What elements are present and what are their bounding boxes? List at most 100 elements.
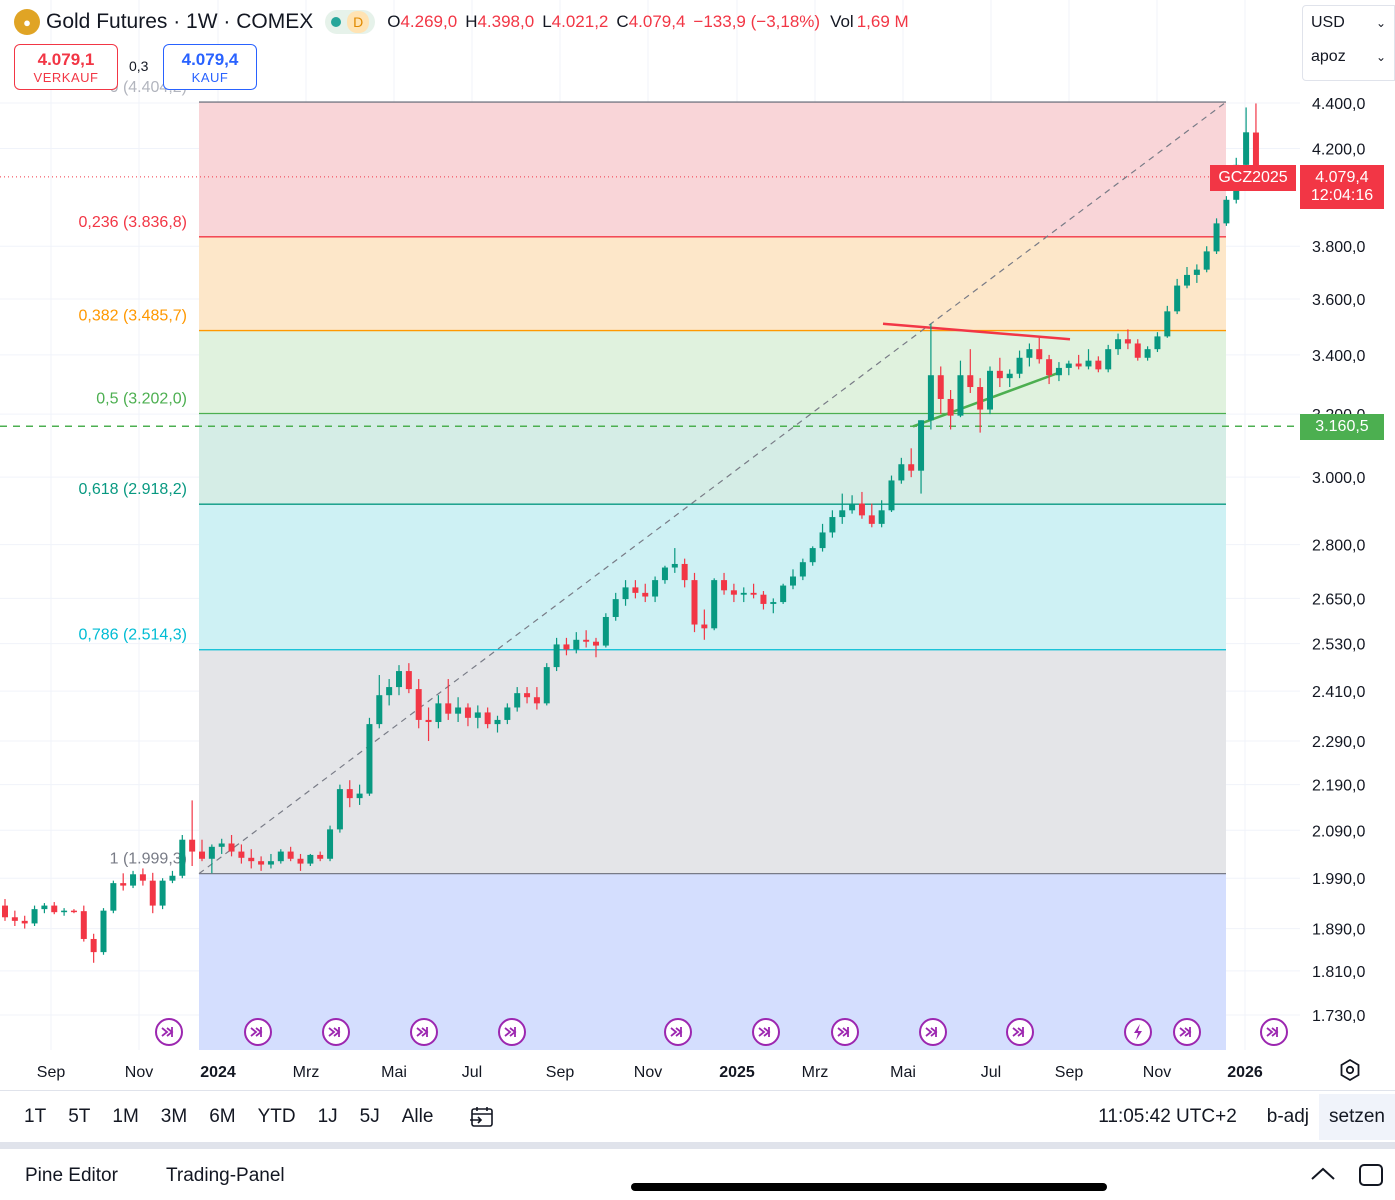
candle-body: [258, 861, 265, 865]
timeframe-3m[interactable]: 3M: [160, 1105, 188, 1127]
candle-body: [159, 880, 166, 906]
candle-body: [415, 689, 422, 720]
adjustment-toggle[interactable]: b-adj: [1266, 1106, 1310, 1127]
candle-body: [947, 398, 954, 416]
candle: [681, 558, 688, 588]
candle: [809, 546, 816, 566]
candle: [691, 572, 698, 633]
candle-body: [1115, 339, 1122, 350]
candle: [652, 576, 659, 603]
candle: [267, 853, 274, 869]
sell-button[interactable]: 4.079,1 VERKAUF: [14, 44, 118, 90]
candle-body: [809, 548, 816, 563]
timeframe-5t[interactable]: 5T: [68, 1105, 91, 1127]
rollover-icon[interactable]: [498, 1018, 526, 1046]
rollover-icon[interactable]: [752, 1018, 780, 1046]
symbol-tag: GCZ2025: [1210, 165, 1296, 191]
timeframe-1j[interactable]: 1J: [317, 1105, 338, 1127]
fib-zone: [199, 873, 1226, 1050]
sell-label: VERKAUF: [33, 69, 99, 85]
candle-body: [267, 861, 274, 865]
price-tick-label: 2.290,0: [1312, 734, 1365, 751]
symbol-title[interactable]: Gold Futures · 1W · COMEX: [46, 10, 314, 33]
candle: [770, 598, 777, 614]
candle: [405, 663, 412, 694]
candle: [41, 903, 48, 914]
candle-body: [799, 562, 806, 577]
candle-body: [1203, 251, 1210, 270]
fib-retracement-drawing[interactable]: 0 (4.404,2)0,236 (3.836,8)0,382 (3.485,7…: [78, 79, 1226, 1050]
candle-body: [21, 920, 28, 924]
currency-label: USD: [1311, 14, 1345, 31]
ohlc-legend: O 4.269,0 H 4.398,0 L 4.021,2 C 4.079,4 −133…: [387, 12, 908, 32]
calendar-goto-icon[interactable]: [469, 1105, 495, 1129]
candle-body: [888, 480, 895, 511]
scale-mode-select[interactable]: apoz ⌄: [1303, 40, 1394, 74]
candle: [445, 679, 452, 720]
symbol-header[interactable]: ● Gold Futures · 1W · COMEX D O 4.269,0 H…: [0, 0, 909, 44]
rollover-icon[interactable]: [1173, 1018, 1201, 1046]
candle-body: [612, 599, 619, 617]
rollover-icon[interactable]: [155, 1018, 183, 1046]
candle-body: [957, 375, 964, 416]
event-icon-ring: [498, 1018, 526, 1046]
timeframe-5j[interactable]: 5J: [359, 1105, 380, 1127]
candle: [1184, 267, 1190, 289]
timeframe-alle[interactable]: Alle: [401, 1105, 434, 1127]
flash-icon[interactable]: [1124, 1018, 1152, 1046]
market-status[interactable]: D: [325, 10, 376, 34]
chart-canvas[interactable]: 0 (4.404,2)0,236 (3.836,8)0,382 (3.485,7…: [0, 0, 1395, 1090]
tab-pine-editor[interactable]: Pine Editor: [25, 1165, 118, 1186]
gear-icon[interactable]: [1338, 1058, 1362, 1082]
candle-body: [1184, 274, 1190, 286]
buy-button[interactable]: 4.079,4 KAUF: [163, 44, 257, 90]
rollover-icon[interactable]: [1006, 1018, 1034, 1046]
candle-body: [1085, 360, 1092, 367]
auto-scale-button[interactable]: setzen: [1319, 1094, 1395, 1140]
chevron-up-icon[interactable]: [1308, 1163, 1338, 1185]
candle: [977, 378, 984, 433]
candle-body: [730, 590, 737, 595]
gold-coin-icon: ●: [14, 9, 40, 35]
fib-zone: [199, 413, 1226, 505]
candle: [238, 844, 245, 864]
candle-body: [11, 917, 18, 921]
candle-body: [1124, 339, 1131, 344]
rollover-icon[interactable]: [244, 1018, 272, 1046]
candle-body: [31, 909, 38, 924]
status-d-badge: D: [347, 11, 370, 33]
rollover-icon[interactable]: [919, 1018, 947, 1046]
rollover-icon[interactable]: [1260, 1018, 1288, 1046]
rollover-icon[interactable]: [322, 1018, 350, 1046]
volume-label: Vol: [830, 12, 854, 31]
currency-select[interactable]: USD ⌄: [1303, 6, 1394, 40]
candle-body: [573, 639, 580, 650]
candle-body: [524, 693, 531, 698]
buy-price: 4.079,4: [181, 49, 239, 69]
rollover-icon[interactable]: [664, 1018, 692, 1046]
timeframe-ytd[interactable]: YTD: [257, 1105, 296, 1127]
time-tick-label: Mrz: [802, 1064, 829, 1081]
timeframe-1m[interactable]: 1M: [112, 1105, 139, 1127]
time-tick-label: Jul: [462, 1064, 482, 1081]
candle: [661, 565, 668, 584]
timeframe-1t[interactable]: 1T: [24, 1105, 47, 1127]
level-price-tag: 3.160,5: [1300, 414, 1384, 440]
price-tick-label: 3.400,0: [1312, 348, 1365, 365]
candle: [110, 880, 117, 914]
maximize-panel-icon[interactable]: [1358, 1163, 1384, 1187]
time-tick-label: Mai: [381, 1064, 407, 1081]
timeframe-6m[interactable]: 6M: [209, 1105, 236, 1127]
candle: [750, 583, 757, 599]
tab-trading-panel[interactable]: Trading-Panel: [166, 1165, 285, 1186]
candle: [514, 687, 521, 712]
rollover-icon[interactable]: [831, 1018, 859, 1046]
last-price-tag: 4.079,4 12:04:16: [1300, 165, 1384, 209]
candle-body: [1154, 336, 1161, 350]
candle-body: [100, 910, 107, 953]
candle: [799, 558, 806, 581]
price-tick-label: 2.410,0: [1312, 684, 1365, 701]
clock-timezone[interactable]: 11:05:42 UTC+2: [1098, 1106, 1237, 1127]
candle: [61, 908, 68, 916]
rollover-icon[interactable]: [410, 1018, 438, 1046]
